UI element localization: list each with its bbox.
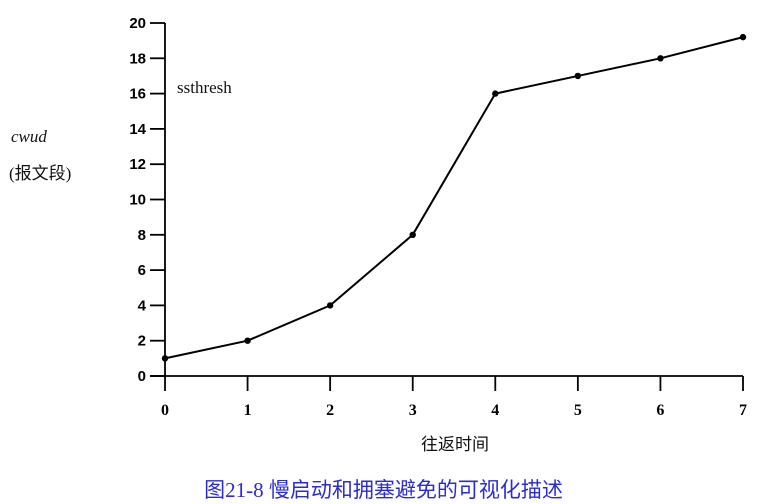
svg-text:20: 20: [129, 15, 146, 32]
svg-text:4: 4: [491, 402, 499, 419]
svg-text:1: 1: [244, 402, 252, 419]
data-point: [409, 231, 416, 238]
svg-text:2: 2: [326, 402, 334, 419]
svg-text:8: 8: [138, 227, 146, 244]
y-axis-label: cwud: [11, 127, 47, 146]
svg-text:2: 2: [138, 333, 146, 350]
x-axis-label: 往返时间: [421, 435, 489, 454]
x-axis-ticks: 0 1 2 3 4 5 6 7: [161, 376, 747, 419]
data-point: [574, 72, 582, 80]
svg-text:6: 6: [138, 262, 146, 279]
svg-text:0: 0: [161, 402, 169, 419]
data-point: [657, 55, 664, 62]
svg-text:18: 18: [129, 50, 146, 67]
figure-caption: 图21-8 慢启动和拥塞避免的可视化描述: [204, 478, 563, 502]
svg-text:7: 7: [739, 402, 747, 419]
y-axis-unit-label: (报文段): [9, 164, 72, 183]
ssthresh-annotation: ssthresh: [177, 78, 232, 97]
data-point: [326, 302, 334, 309]
cwnd-series-line: [164, 36, 744, 360]
y-axis-ticks: 0 2 4 6 8 10 12 14 16 18 20: [129, 15, 165, 385]
svg-text:6: 6: [656, 402, 664, 419]
svg-text:16: 16: [129, 86, 146, 103]
svg-text:3: 3: [409, 402, 417, 419]
axes: [150, 23, 743, 377]
svg-text:4: 4: [138, 297, 147, 314]
svg-text:12: 12: [129, 156, 146, 173]
svg-text:5: 5: [574, 402, 582, 419]
svg-text:14: 14: [129, 121, 146, 138]
svg-text:0: 0: [138, 368, 146, 385]
svg-text:10: 10: [129, 192, 146, 209]
data-point: [244, 337, 251, 344]
data-point: [739, 33, 747, 41]
data-points: [161, 33, 747, 362]
data-point: [161, 355, 169, 362]
data-point: [492, 90, 499, 97]
